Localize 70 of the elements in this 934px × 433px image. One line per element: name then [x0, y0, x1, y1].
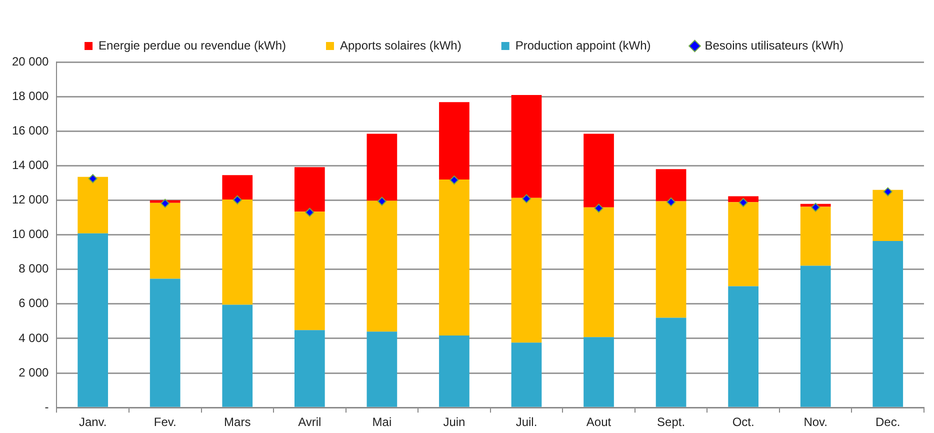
legend-label: Energie perdue ou revendue (kWh) [98, 38, 286, 52]
y-tick-label: 16 000 [12, 123, 50, 138]
bar [439, 336, 470, 407]
x-tick-label: Juil. [516, 415, 538, 430]
bar [366, 200, 398, 332]
bar [728, 286, 758, 407]
x-tick-label: Oct. [732, 415, 754, 430]
bar [872, 190, 904, 242]
point [522, 194, 531, 204]
bar [150, 202, 180, 279]
y-tick-label: 8 000 [18, 262, 50, 276]
bar [800, 266, 831, 407]
x-tick-label: Fev. [154, 415, 176, 430]
x-tick-label: Mai [372, 415, 392, 430]
bar [728, 202, 758, 286]
x-tick-label: Mars [224, 415, 251, 430]
point [666, 197, 676, 206]
x-tick-label: Aout [586, 415, 612, 430]
bar [222, 200, 253, 305]
bar [584, 337, 614, 407]
bar [800, 206, 831, 266]
x-tick-label: Sept. [657, 415, 686, 430]
bar [150, 278, 180, 407]
point [305, 208, 314, 217]
legend-label: Production appoint (kWh) [515, 38, 651, 52]
point [594, 204, 604, 213]
x-tick-label: Avril [298, 415, 322, 430]
y-tick-label: 12 000 [12, 192, 50, 207]
bar [78, 233, 108, 407]
bar [584, 207, 614, 338]
legend-label: Apports solaires (kWh) [340, 38, 462, 52]
bar [656, 318, 686, 407]
bar [366, 134, 398, 201]
y-tick-label: 10 000 [12, 227, 50, 242]
bar [366, 332, 398, 407]
y-tick-label: 20 000 [12, 54, 50, 68]
x-tick-label: Dec. [876, 415, 900, 430]
bar [294, 167, 325, 212]
point [450, 176, 459, 185]
x-tick-label: Nov. [804, 415, 828, 430]
bar [584, 134, 614, 208]
bar [222, 175, 253, 200]
point [738, 198, 748, 207]
point [88, 174, 98, 184]
bar [439, 102, 470, 180]
y-tick-label: 2 000 [18, 365, 50, 380]
x-tick-label: Juin [443, 415, 466, 430]
y-tick-label: 14 000 [12, 158, 50, 172]
point [811, 202, 820, 212]
bar [511, 342, 542, 407]
y-tick-label: 18 000 [12, 88, 50, 103]
bar [222, 304, 253, 407]
bar [78, 176, 108, 234]
bar [511, 95, 542, 198]
legend-label: Besoins utilisateurs (kWh) [704, 38, 844, 52]
y-tick-label: - [44, 400, 49, 414]
point [883, 187, 892, 196]
bar [439, 180, 470, 336]
x-tick-label: Janv. [78, 415, 107, 430]
point [377, 196, 386, 206]
bar [872, 241, 904, 407]
bar [294, 330, 325, 407]
y-tick-label: 6 000 [18, 296, 50, 310]
point [160, 198, 170, 208]
bar [294, 212, 325, 330]
bar [511, 198, 542, 343]
y-tick-label: 4 000 [18, 330, 50, 345]
point [232, 195, 242, 204]
bar [656, 201, 686, 318]
bar [656, 169, 686, 202]
